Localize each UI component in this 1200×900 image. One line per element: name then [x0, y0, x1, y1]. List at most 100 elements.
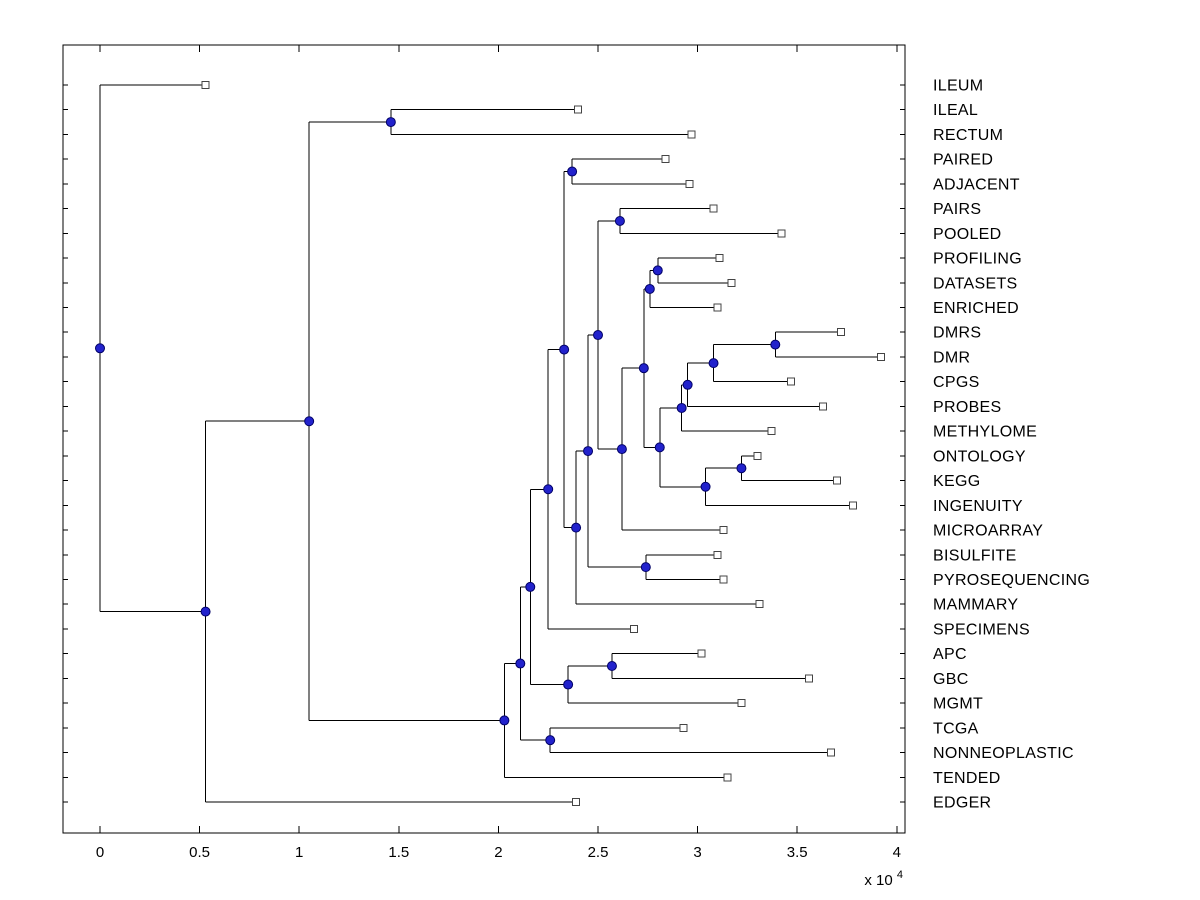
branch-node-marker: [385, 117, 396, 128]
leaf-marker: [819, 402, 828, 411]
branch-node-marker: [583, 446, 594, 457]
leaf-labels: ILEUM ILEAL RECTUM PAIRED ADJACENT PAIRS POOLE…: [933, 78, 1090, 812]
tick-marks: [63, 45, 905, 833]
branch-node-marker: [563, 679, 574, 690]
leaf-label: INGENUITY: [933, 498, 1023, 515]
tree-edges: [99, 84, 881, 803]
leaf-marker: [753, 451, 762, 460]
leaf-label: ENRICHED: [933, 300, 1019, 317]
leaf-label: BISULFITE: [933, 547, 1017, 564]
branch-node-marker: [652, 265, 663, 276]
axes: [62, 44, 906, 834]
leaf-label: TENDED: [933, 770, 1001, 787]
leaf-marker: [713, 550, 722, 559]
leaf-label: PROBES: [933, 399, 1002, 416]
leaf-label: KEGG: [933, 473, 980, 490]
branch-node-marker: [545, 735, 556, 746]
x-tick-label: 3: [693, 844, 701, 861]
leaf-label: TCGA: [933, 720, 979, 737]
x-tick-label: 4: [893, 844, 901, 861]
leaf-label: SPECIMENS: [933, 621, 1030, 638]
axis-multiplier-label: x 10 4: [864, 869, 903, 889]
leaf-marker: [737, 699, 746, 708]
leaf-label: EDGER: [933, 794, 991, 811]
leaf-marker: [719, 526, 728, 535]
leaf-marker: [787, 377, 796, 386]
leaf-marker: [715, 254, 724, 263]
leaf-label: APC: [933, 646, 967, 663]
leaf-label: RECTUM: [933, 127, 1003, 144]
branch-node-marker: [638, 363, 649, 374]
leaf-label: PROFILING: [933, 251, 1022, 268]
leaf-marker: [574, 105, 583, 114]
leaf-marker: [723, 773, 732, 782]
leaf-label: CPGS: [933, 374, 980, 391]
branch-node-marker: [736, 463, 747, 474]
branch-node-marker: [200, 606, 211, 617]
branch-node-marker: [770, 339, 781, 350]
branch-node-marker: [614, 215, 625, 226]
leaf-marker: [827, 748, 836, 757]
leaf-marker: [876, 352, 885, 361]
branch-node-marker: [654, 442, 665, 453]
branch-node-marker: [644, 283, 655, 294]
plot-box: [62, 44, 906, 834]
branch-node-marker: [700, 481, 711, 492]
x-tick-label: 1: [295, 844, 303, 861]
leaf-marker: [833, 476, 842, 485]
leaf-label: MICROARRAY: [933, 523, 1043, 540]
leaf-marker: [837, 328, 846, 337]
leaf-marker: [767, 427, 776, 436]
leaf-label: DMRS: [933, 325, 981, 342]
leaf-label: GBC: [933, 671, 969, 688]
branch-node-marker: [571, 522, 582, 533]
branch-node-marker: [515, 658, 526, 669]
x-tick-label: 0.5: [189, 844, 210, 861]
leaf-label: DATASETS: [933, 275, 1018, 292]
branch-node-marker: [559, 344, 570, 355]
branch-node-marker: [682, 379, 693, 390]
branch-node-marker: [606, 661, 617, 672]
leaf-marker: [629, 624, 638, 633]
leaf-label: ADJACENT: [933, 176, 1020, 193]
leaf-label: PYROSEQUENCING: [933, 572, 1090, 589]
leaf-label: MGMT: [933, 696, 983, 713]
branch-node-marker: [304, 416, 315, 427]
leaf-label: PAIRS: [933, 201, 981, 218]
leaf-label: ONTOLOGY: [933, 448, 1026, 465]
leaf-marker: [777, 229, 786, 238]
leaf-marker: [719, 575, 728, 584]
leaf-label: POOLED: [933, 226, 1002, 243]
leaf-label: MAMMARY: [933, 597, 1018, 614]
leaf-marker: [685, 179, 694, 188]
leaf-marker: [679, 723, 688, 732]
branch-node-marker: [640, 562, 651, 573]
leaf-marker: [201, 81, 210, 89]
leaf-marker: [805, 674, 814, 683]
leaf-label: DMR: [933, 349, 970, 366]
branch-node-marker: [543, 484, 554, 495]
branch-node-markers: [95, 117, 781, 746]
leaf-label: ILEUM: [933, 78, 983, 95]
x-tick-labels: 0 0.5 1 1.5 2 2.5 3 3.5 4 x 10 4: [96, 844, 903, 889]
branch-node-marker: [499, 715, 510, 726]
leaf-marker: [572, 797, 581, 806]
x-tick-label: 3.5: [787, 844, 808, 861]
x-tick-label: 0: [96, 844, 104, 861]
leaf-label: NONNEOPLASTIC: [933, 745, 1074, 762]
branch-node-marker: [708, 358, 719, 369]
branch-node-marker: [593, 330, 603, 341]
branch-node-marker: [676, 402, 687, 413]
leaf-markers: [201, 81, 885, 806]
branch-node-marker: [525, 581, 536, 592]
leaf-marker: [709, 204, 718, 213]
leaf-marker: [755, 600, 764, 609]
leaf-marker: [848, 501, 857, 510]
x-tick-label: 1.5: [388, 844, 409, 861]
leaf-label: METHYLOME: [933, 424, 1037, 441]
branch-node-marker: [567, 166, 578, 177]
leaf-marker: [697, 649, 706, 658]
branch-node-marker: [95, 343, 105, 354]
